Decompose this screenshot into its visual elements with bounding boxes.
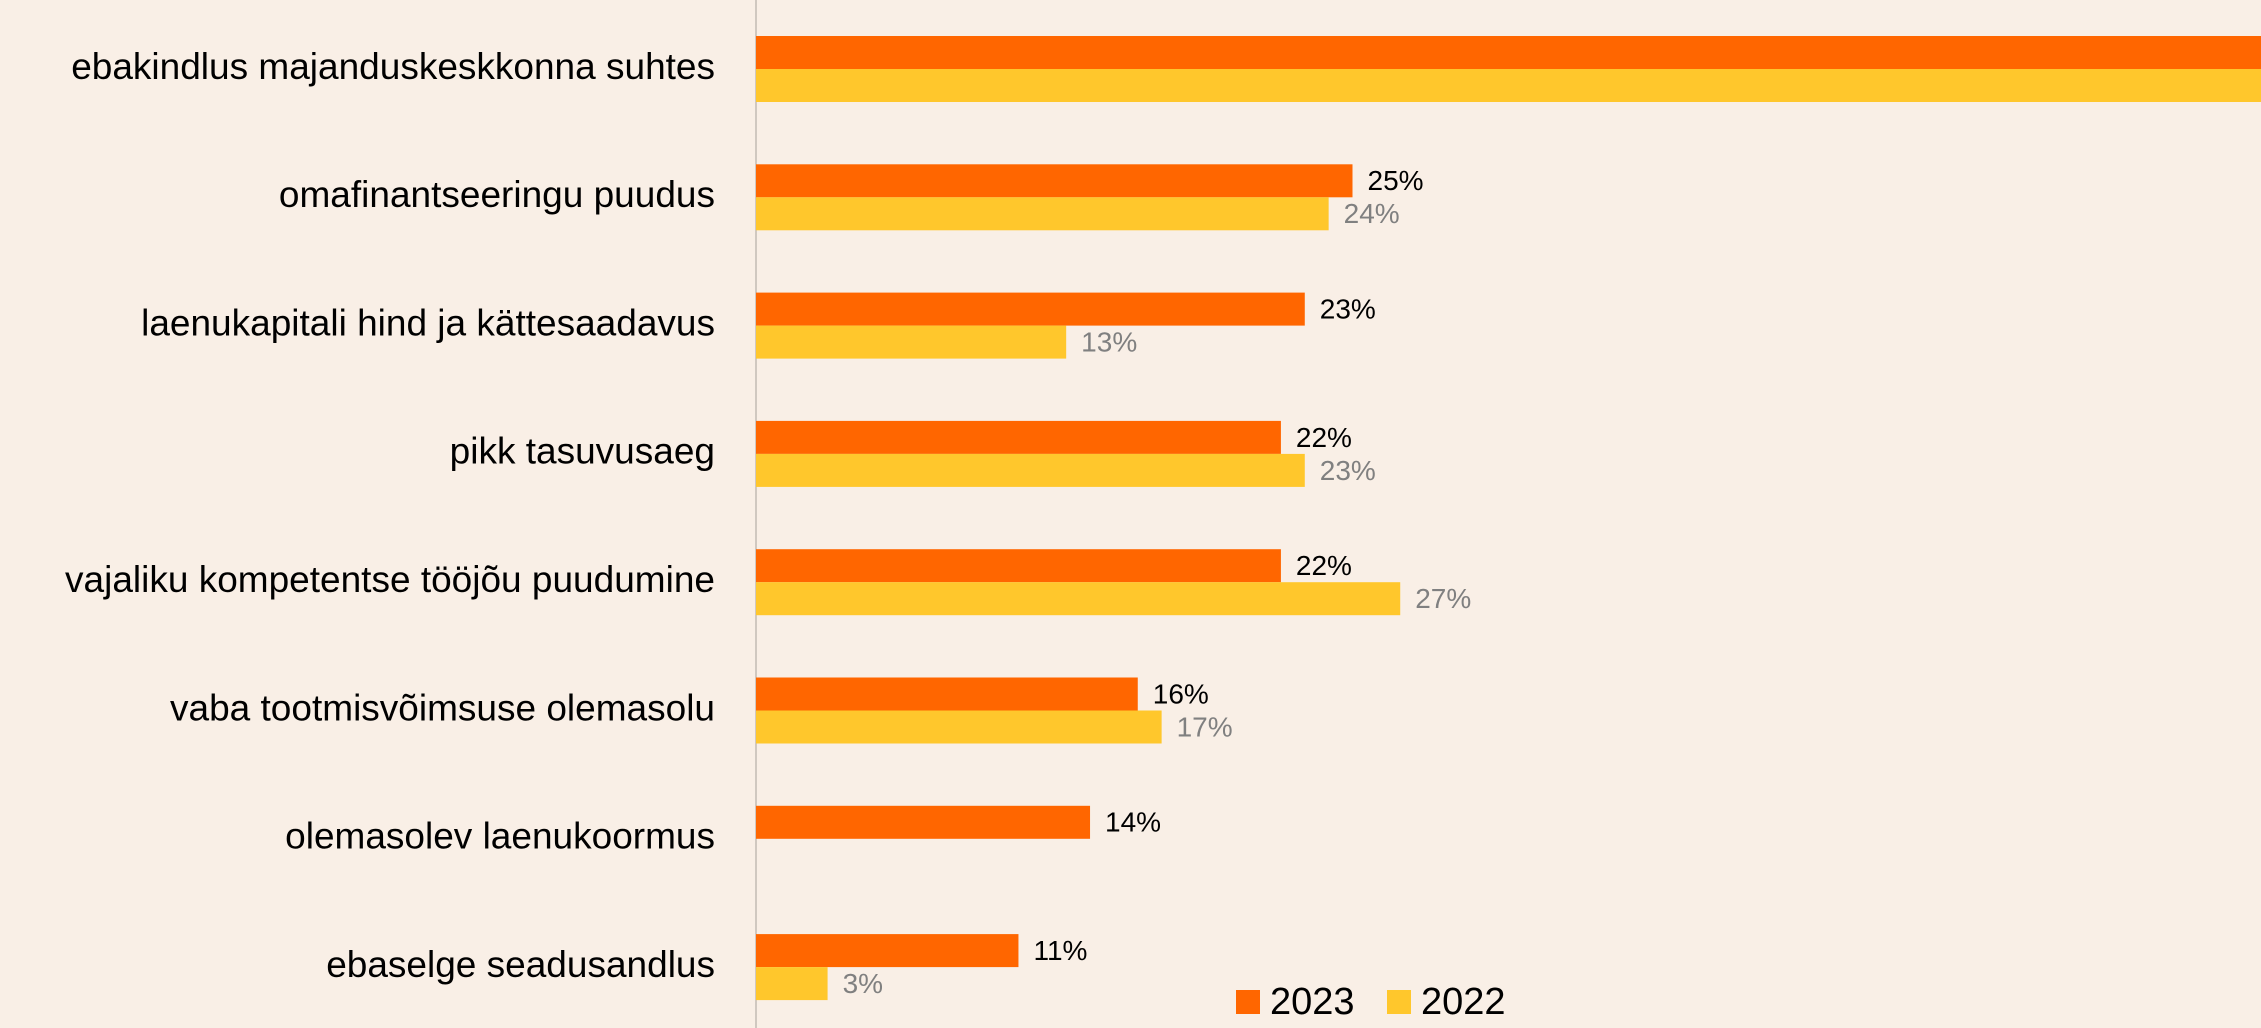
bar (756, 36, 2261, 69)
value-label: 17% (1177, 711, 1233, 742)
value-label: 11% (1033, 935, 1087, 966)
bar (756, 453, 1305, 487)
bar (756, 934, 1019, 968)
value-label: 13% (1081, 326, 1137, 357)
value-label: 25% (1368, 165, 1424, 196)
bar (756, 164, 1353, 198)
legend-swatch (1387, 990, 1411, 1014)
bar (756, 325, 1067, 359)
category-label: vajaliku kompetentse tööjõu puudumine (65, 559, 715, 600)
category-label: ebaselge seadusandlus (326, 944, 715, 985)
bar (756, 292, 1305, 326)
bar (756, 967, 828, 1001)
category-label: ebakindlus majanduskeskkonna suhtes (71, 46, 715, 87)
bar (756, 677, 1138, 711)
bar (756, 69, 2261, 102)
value-label: 23% (1320, 293, 1376, 324)
category-label: vaba tootmisvõimsuse olemasolu (170, 687, 715, 728)
bar (756, 197, 1329, 231)
bar (756, 420, 1281, 454)
value-label: 22% (1296, 422, 1352, 453)
bar (756, 582, 1401, 616)
category-label: omafinantseeringu puudus (279, 174, 715, 215)
legend-label: 2022 (1421, 981, 1506, 1023)
category-label: olemasolev laenukoormus (285, 816, 715, 857)
value-label: 3% (843, 968, 883, 999)
category-label: laenukapitali hind ja kättesaadavus (141, 302, 715, 343)
value-label: 16% (1153, 678, 1209, 709)
value-label: 14% (1105, 807, 1161, 838)
legend-swatch (1236, 990, 1260, 1014)
bar (756, 549, 1281, 583)
category-label: pikk tasuvusaeg (450, 431, 715, 472)
bar (756, 805, 1091, 839)
value-label: 22% (1296, 550, 1352, 581)
bar (756, 710, 1162, 744)
value-label: 24% (1344, 198, 1400, 229)
legend-label: 2023 (1270, 981, 1355, 1023)
value-label: 23% (1320, 455, 1376, 486)
value-label: 27% (1415, 583, 1471, 614)
